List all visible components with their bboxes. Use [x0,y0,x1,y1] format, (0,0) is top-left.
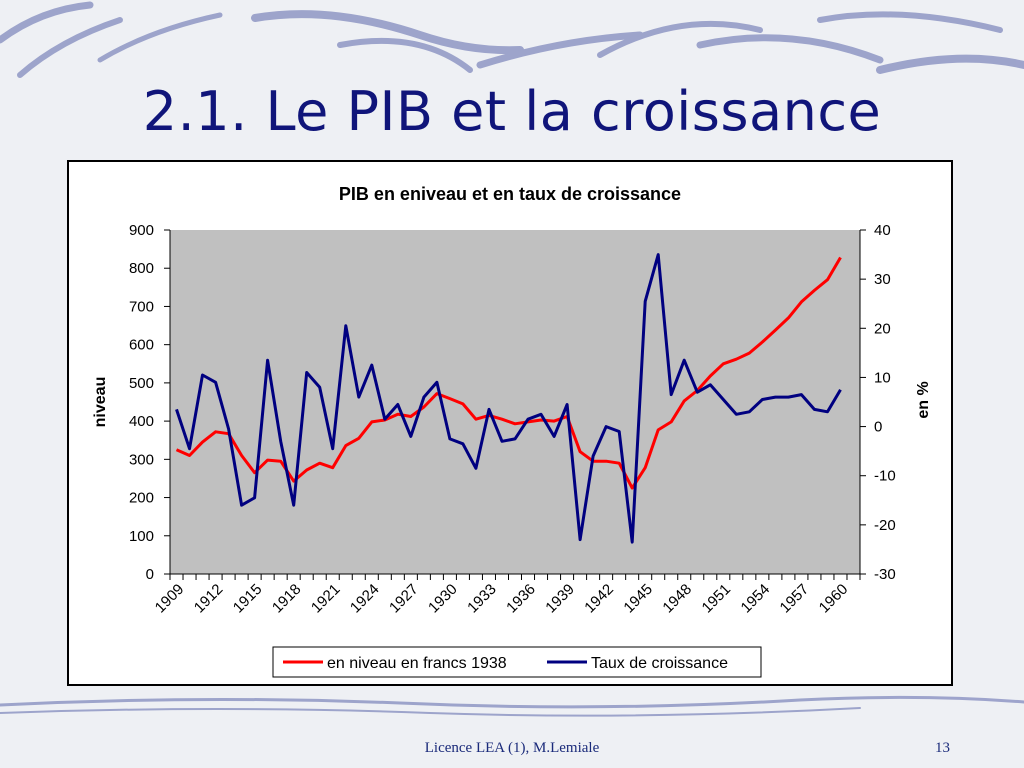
x-tick-label: 1912 [191,581,227,617]
series-line-growth [175,253,842,544]
legend-label-growth: Taux de croissance [591,655,728,672]
x-tick-label: 1915 [230,581,266,617]
y-tick-label-right: 0 [874,419,882,436]
y-tick-label-right: -30 [874,566,896,583]
legend: en niveau en francs 1938 Taux de croissa… [272,646,762,678]
x-tick-label: 1924 [347,581,383,617]
y-tick-label-left: 800 [129,260,154,277]
y-tick-label-right: 20 [874,320,891,337]
x-tick-label: 1948 [659,581,695,617]
plot-area [170,230,860,574]
y-tick-label-right: 30 [874,271,891,288]
y-axis-label-left: niveau [92,377,109,428]
y-tick-label-left: 400 [129,413,154,430]
legend-box [272,646,762,678]
y-tick-label-right: 40 [874,222,891,239]
y-tick-label-right: -20 [874,517,896,534]
y-tick-label-right: 10 [874,369,891,386]
y-axis-label-right: en % [915,381,932,418]
x-tick-label: 1936 [503,581,539,617]
x-tick-label: 1942 [581,581,617,617]
legend-label-level: en niveau en francs 1938 [327,655,507,672]
x-tick-label: 1951 [699,581,735,617]
x-tick-label: 1957 [777,581,813,617]
x-tick-label: 1909 [152,581,188,617]
x-tick-label: 1933 [464,581,500,617]
x-tick-label: 1930 [425,581,461,617]
y-tick-label-left: 200 [129,490,154,507]
y-tick-label-left: 900 [129,222,154,239]
y-tick-label-left: 0 [146,566,154,583]
chart: PIB en eniveau et en taux de croissance … [92,184,932,678]
x-tick-label: 1945 [620,581,656,617]
y-tick-label-left: 700 [129,298,154,315]
y-tick-label-left: 100 [129,528,154,545]
series-layer [175,253,842,544]
slide-title: 2.1. Le PIB et la croissance [142,80,882,143]
x-tick-label: 1939 [542,581,578,617]
page-number: 13 [935,740,950,756]
x-tick-label: 1927 [386,581,422,617]
footer-text: Licence LEA (1), M.Lemiale [424,740,600,756]
y-tick-label-right: -10 [874,468,896,485]
decorative-waves [0,1,1024,717]
x-tick-label: 1921 [308,581,344,617]
x-tick-label: 1918 [269,581,305,617]
y-tick-label-left: 600 [129,337,154,354]
y-tick-label-left: 500 [129,375,154,392]
x-tick-label: 1954 [738,581,774,617]
chart-title: PIB en eniveau et en taux de croissance [339,184,681,204]
y-tick-label-left: 300 [129,451,154,468]
x-tick-label: 1960 [816,581,852,617]
